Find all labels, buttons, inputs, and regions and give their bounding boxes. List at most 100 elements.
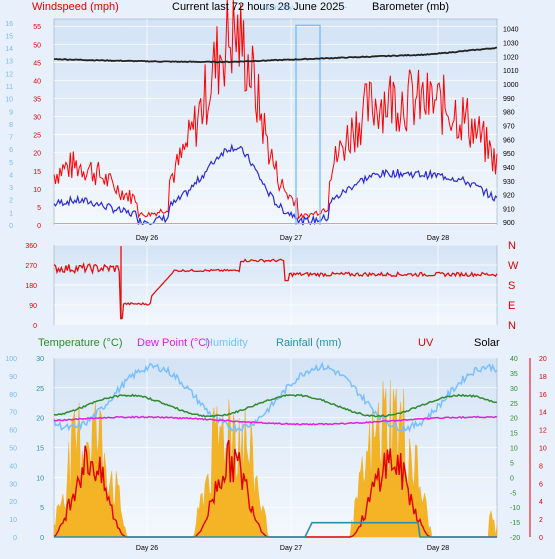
humidity-overlay-label: Humidity xyxy=(262,3,293,12)
rain-tick-label: 30 xyxy=(36,356,44,363)
day-label: Day 28 xyxy=(427,545,449,552)
compass-label: S xyxy=(508,280,515,292)
temp-tick-label: 30 xyxy=(510,386,518,393)
compass-label: N xyxy=(508,240,516,252)
wind-tick-label: 5 xyxy=(37,205,41,212)
outer-tick-label: 13 xyxy=(5,59,13,66)
rain-window-line xyxy=(295,24,321,225)
wind-tick-label: 35 xyxy=(33,97,41,104)
wind-tick-label: 10 xyxy=(33,187,41,194)
outer-tick-label: 5 xyxy=(9,160,13,167)
baro-tick-label: 910 xyxy=(503,206,515,213)
temp-tick-label: 15 xyxy=(510,431,518,438)
outer-tick-label: 2 xyxy=(9,198,13,205)
temp-tick-label: 0 xyxy=(510,475,514,482)
wind-tick-label: 55 xyxy=(33,24,41,31)
rain-tick-label: 10 xyxy=(36,475,44,482)
barometer-line xyxy=(54,46,498,64)
baro-tick-label: 940 xyxy=(503,165,515,172)
baro-tick-label: 960 xyxy=(503,137,515,144)
outer-tick-label: 0 xyxy=(9,223,13,230)
uv-tick-label: 2 xyxy=(539,517,543,524)
uv-tick-label: 20 xyxy=(539,356,547,363)
dewpoint-label: Dew Point (°C) xyxy=(137,337,210,349)
uv-tick-label: 4 xyxy=(539,499,543,506)
temperature-line xyxy=(53,393,498,418)
outer-tick-label: 11 xyxy=(6,84,13,91)
wind-tick-label: 30 xyxy=(33,115,41,122)
outer-tick-label: 15 xyxy=(5,33,13,40)
dir-tick-label: 360 xyxy=(25,243,37,250)
baro-tick-label: 1000 xyxy=(503,82,519,89)
day-label: Day 26 xyxy=(136,235,158,242)
baro-tick-label: 930 xyxy=(503,179,515,186)
uv-tick-label: 18 xyxy=(539,374,547,381)
outer-tick-label: 6 xyxy=(9,147,13,154)
outer-tick-label: 12 xyxy=(5,71,13,78)
wind-panel-axes: 0510152025303540455055012345678910111213… xyxy=(5,21,518,242)
hum-tick-label: 10 xyxy=(9,517,17,524)
hum-tick-label: 0 xyxy=(13,535,17,542)
wind-gust-line xyxy=(53,0,498,220)
humidity-line xyxy=(53,361,498,433)
hum-tick-label: 30 xyxy=(9,481,17,488)
uv-tick-label: 12 xyxy=(539,428,547,435)
temp-panel-axes: 0510152025300102030405060708090100-20-15… xyxy=(5,356,547,552)
direction-panel-grid xyxy=(54,244,497,326)
uv-tick-label: 16 xyxy=(539,392,547,399)
temp-tick-label: 40 xyxy=(510,356,518,363)
temp-tick-label: 35 xyxy=(510,371,518,378)
day-label: Day 27 xyxy=(280,235,302,242)
temp-tick-label: 20 xyxy=(510,416,518,423)
chart-title: Current last 72 hours 28 June 2025 xyxy=(172,1,344,13)
temp-tick-label: 25 xyxy=(510,401,518,408)
outer-tick-label: 9 xyxy=(9,109,13,116)
wind-tick-label: 40 xyxy=(33,78,41,85)
wind-panel-series xyxy=(53,0,498,226)
outer-tick-label: 7 xyxy=(9,135,13,142)
temp-panel-series xyxy=(53,361,498,538)
solar-label: Solar xyxy=(474,337,500,349)
dir-tick-label: 90 xyxy=(29,303,37,310)
baro-tick-label: 970 xyxy=(503,123,515,130)
outer-tick-label: 3 xyxy=(9,185,13,192)
wind-tick-label: 25 xyxy=(33,133,41,140)
dir-tick-label: 0 xyxy=(33,323,37,330)
baro-tick-label: 900 xyxy=(503,220,515,227)
day-label: Day 26 xyxy=(136,545,158,552)
wind-tick-label: 50 xyxy=(33,42,41,49)
outer-tick-label: 10 xyxy=(5,97,13,104)
wind-tick-label: 45 xyxy=(33,60,41,67)
wind-panel-bg xyxy=(53,18,498,226)
wind-tick-label: 20 xyxy=(33,151,41,158)
compass-label: E xyxy=(508,300,515,312)
hum-tick-label: 90 xyxy=(9,374,17,381)
baro-tick-label: 1030 xyxy=(503,41,519,48)
baro-tick-label: 1020 xyxy=(503,54,519,61)
humidity-label: Humidity xyxy=(205,337,248,349)
outer-tick-label: 14 xyxy=(5,46,13,53)
hum-tick-label: 100 xyxy=(5,356,17,363)
baro-tick-label: 920 xyxy=(503,193,515,200)
windspeed-label: Windspeed (mph) xyxy=(32,1,119,13)
rainfall-line xyxy=(54,521,497,538)
rain-tick-label: 5 xyxy=(40,505,44,512)
hum-tick-label: 20 xyxy=(9,499,17,506)
wind-panel-grid xyxy=(54,19,497,226)
wind-average-line xyxy=(53,143,498,226)
uv-tick-label: 10 xyxy=(539,446,547,453)
day-label: Day 27 xyxy=(280,545,302,552)
uv-tick-label: 0 xyxy=(539,535,543,542)
uv-tick-label: 14 xyxy=(539,410,547,417)
compass-label: W xyxy=(508,260,519,272)
baro-tick-label: 1010 xyxy=(503,68,519,75)
rain-tick-label: 0 xyxy=(40,535,44,542)
hum-tick-label: 50 xyxy=(9,446,17,453)
baro-tick-label: 980 xyxy=(503,110,515,117)
uv-tick-label: 8 xyxy=(539,463,543,470)
wind-tick-label: 0 xyxy=(37,223,41,230)
compass-label: N xyxy=(508,320,516,332)
rainfall-label: Rainfall (mm) xyxy=(276,337,341,349)
